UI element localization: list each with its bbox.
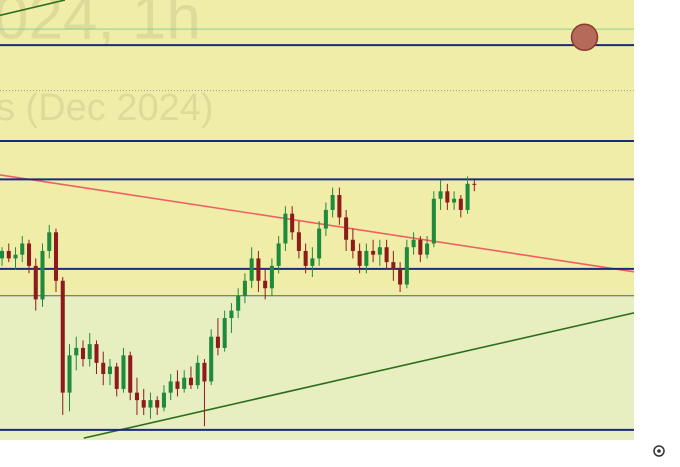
candle-body — [202, 362, 207, 382]
candle-body — [114, 366, 119, 389]
candle-body — [290, 213, 295, 233]
candle-body — [425, 243, 430, 255]
candle-body — [188, 377, 193, 386]
candle-body — [310, 258, 315, 266]
trend-line — [0, 0, 66, 17]
candle-body — [323, 209, 328, 229]
candle-body — [134, 392, 139, 401]
candle-body — [364, 250, 369, 266]
candle-body — [438, 191, 443, 199]
candle-body — [33, 265, 38, 300]
candle-body — [161, 392, 166, 408]
candle-body — [236, 295, 241, 311]
candle-body — [195, 362, 200, 386]
candle-body — [67, 355, 72, 393]
candle-body — [94, 344, 99, 363]
candle-body — [452, 198, 457, 203]
candle-body — [458, 198, 463, 210]
candle-body — [276, 243, 281, 266]
candle-body — [222, 318, 227, 348]
candle-body — [53, 232, 59, 281]
time-axis-bg — [0, 440, 680, 462]
candle-body — [249, 258, 254, 281]
candle-body — [13, 254, 18, 259]
candle-body — [445, 191, 450, 203]
candle-body — [182, 377, 187, 389]
candle-body — [418, 239, 423, 255]
candle-body — [155, 400, 160, 408]
candle-body — [344, 217, 349, 240]
candle-body — [74, 347, 79, 356]
candle-body — [128, 355, 133, 393]
candle-body — [148, 400, 153, 408]
candle-body — [209, 336, 214, 382]
price-axis-bg — [634, 0, 680, 462]
plot-area: 024, 1hs (Dec 2024)2,730.02,710.02,700.0… — [0, 0, 680, 457]
watermark: s (Dec 2024) — [0, 87, 214, 129]
plot-bg-upper — [0, 0, 634, 296]
candle-body — [377, 247, 382, 255]
candle-body — [357, 250, 362, 266]
candle-body — [350, 239, 355, 251]
candle-body — [317, 228, 322, 259]
candle-body — [0, 250, 5, 259]
candle-body — [60, 280, 65, 393]
candle-body — [465, 183, 470, 210]
candle-body — [242, 280, 247, 296]
settings-icon[interactable] — [653, 445, 665, 457]
candle-body — [87, 344, 92, 360]
candle-body — [411, 239, 416, 248]
trend-line — [83, 312, 635, 439]
alert-marker — [570, 23, 599, 52]
candle-body — [472, 183, 477, 185]
plot-bg-lower — [0, 295, 634, 440]
candle-body — [40, 250, 45, 300]
candle-body — [26, 243, 32, 266]
candle-body — [101, 362, 106, 374]
candle-body — [269, 265, 274, 289]
gear[interactable] — [653, 445, 665, 457]
candle-body — [263, 280, 268, 289]
trend-line — [0, 174, 635, 273]
gear-center[interactable] — [657, 449, 661, 453]
watermark: 024, 1h — [0, 0, 201, 52]
candle-body — [384, 247, 389, 263]
candle-body — [371, 250, 376, 255]
candle-body — [337, 195, 342, 218]
candle-body — [6, 250, 11, 259]
candle-body — [168, 381, 173, 393]
candle-body — [404, 247, 409, 285]
candle-body — [431, 198, 436, 244]
candle-body — [283, 213, 288, 244]
candle-body — [398, 269, 403, 285]
candle-body — [256, 258, 261, 281]
candle-body — [121, 355, 126, 389]
candle-body — [391, 262, 396, 270]
candle-body — [229, 310, 234, 319]
candle-body — [20, 243, 25, 255]
candle-body — [175, 381, 180, 389]
candle-body — [47, 232, 52, 251]
candle-body — [141, 400, 146, 408]
candle-body — [215, 336, 220, 348]
candle-body — [296, 232, 301, 251]
candle-body — [107, 366, 113, 374]
candle-body — [330, 195, 335, 210]
candle-body — [80, 347, 86, 360]
candle-body — [303, 250, 308, 266]
